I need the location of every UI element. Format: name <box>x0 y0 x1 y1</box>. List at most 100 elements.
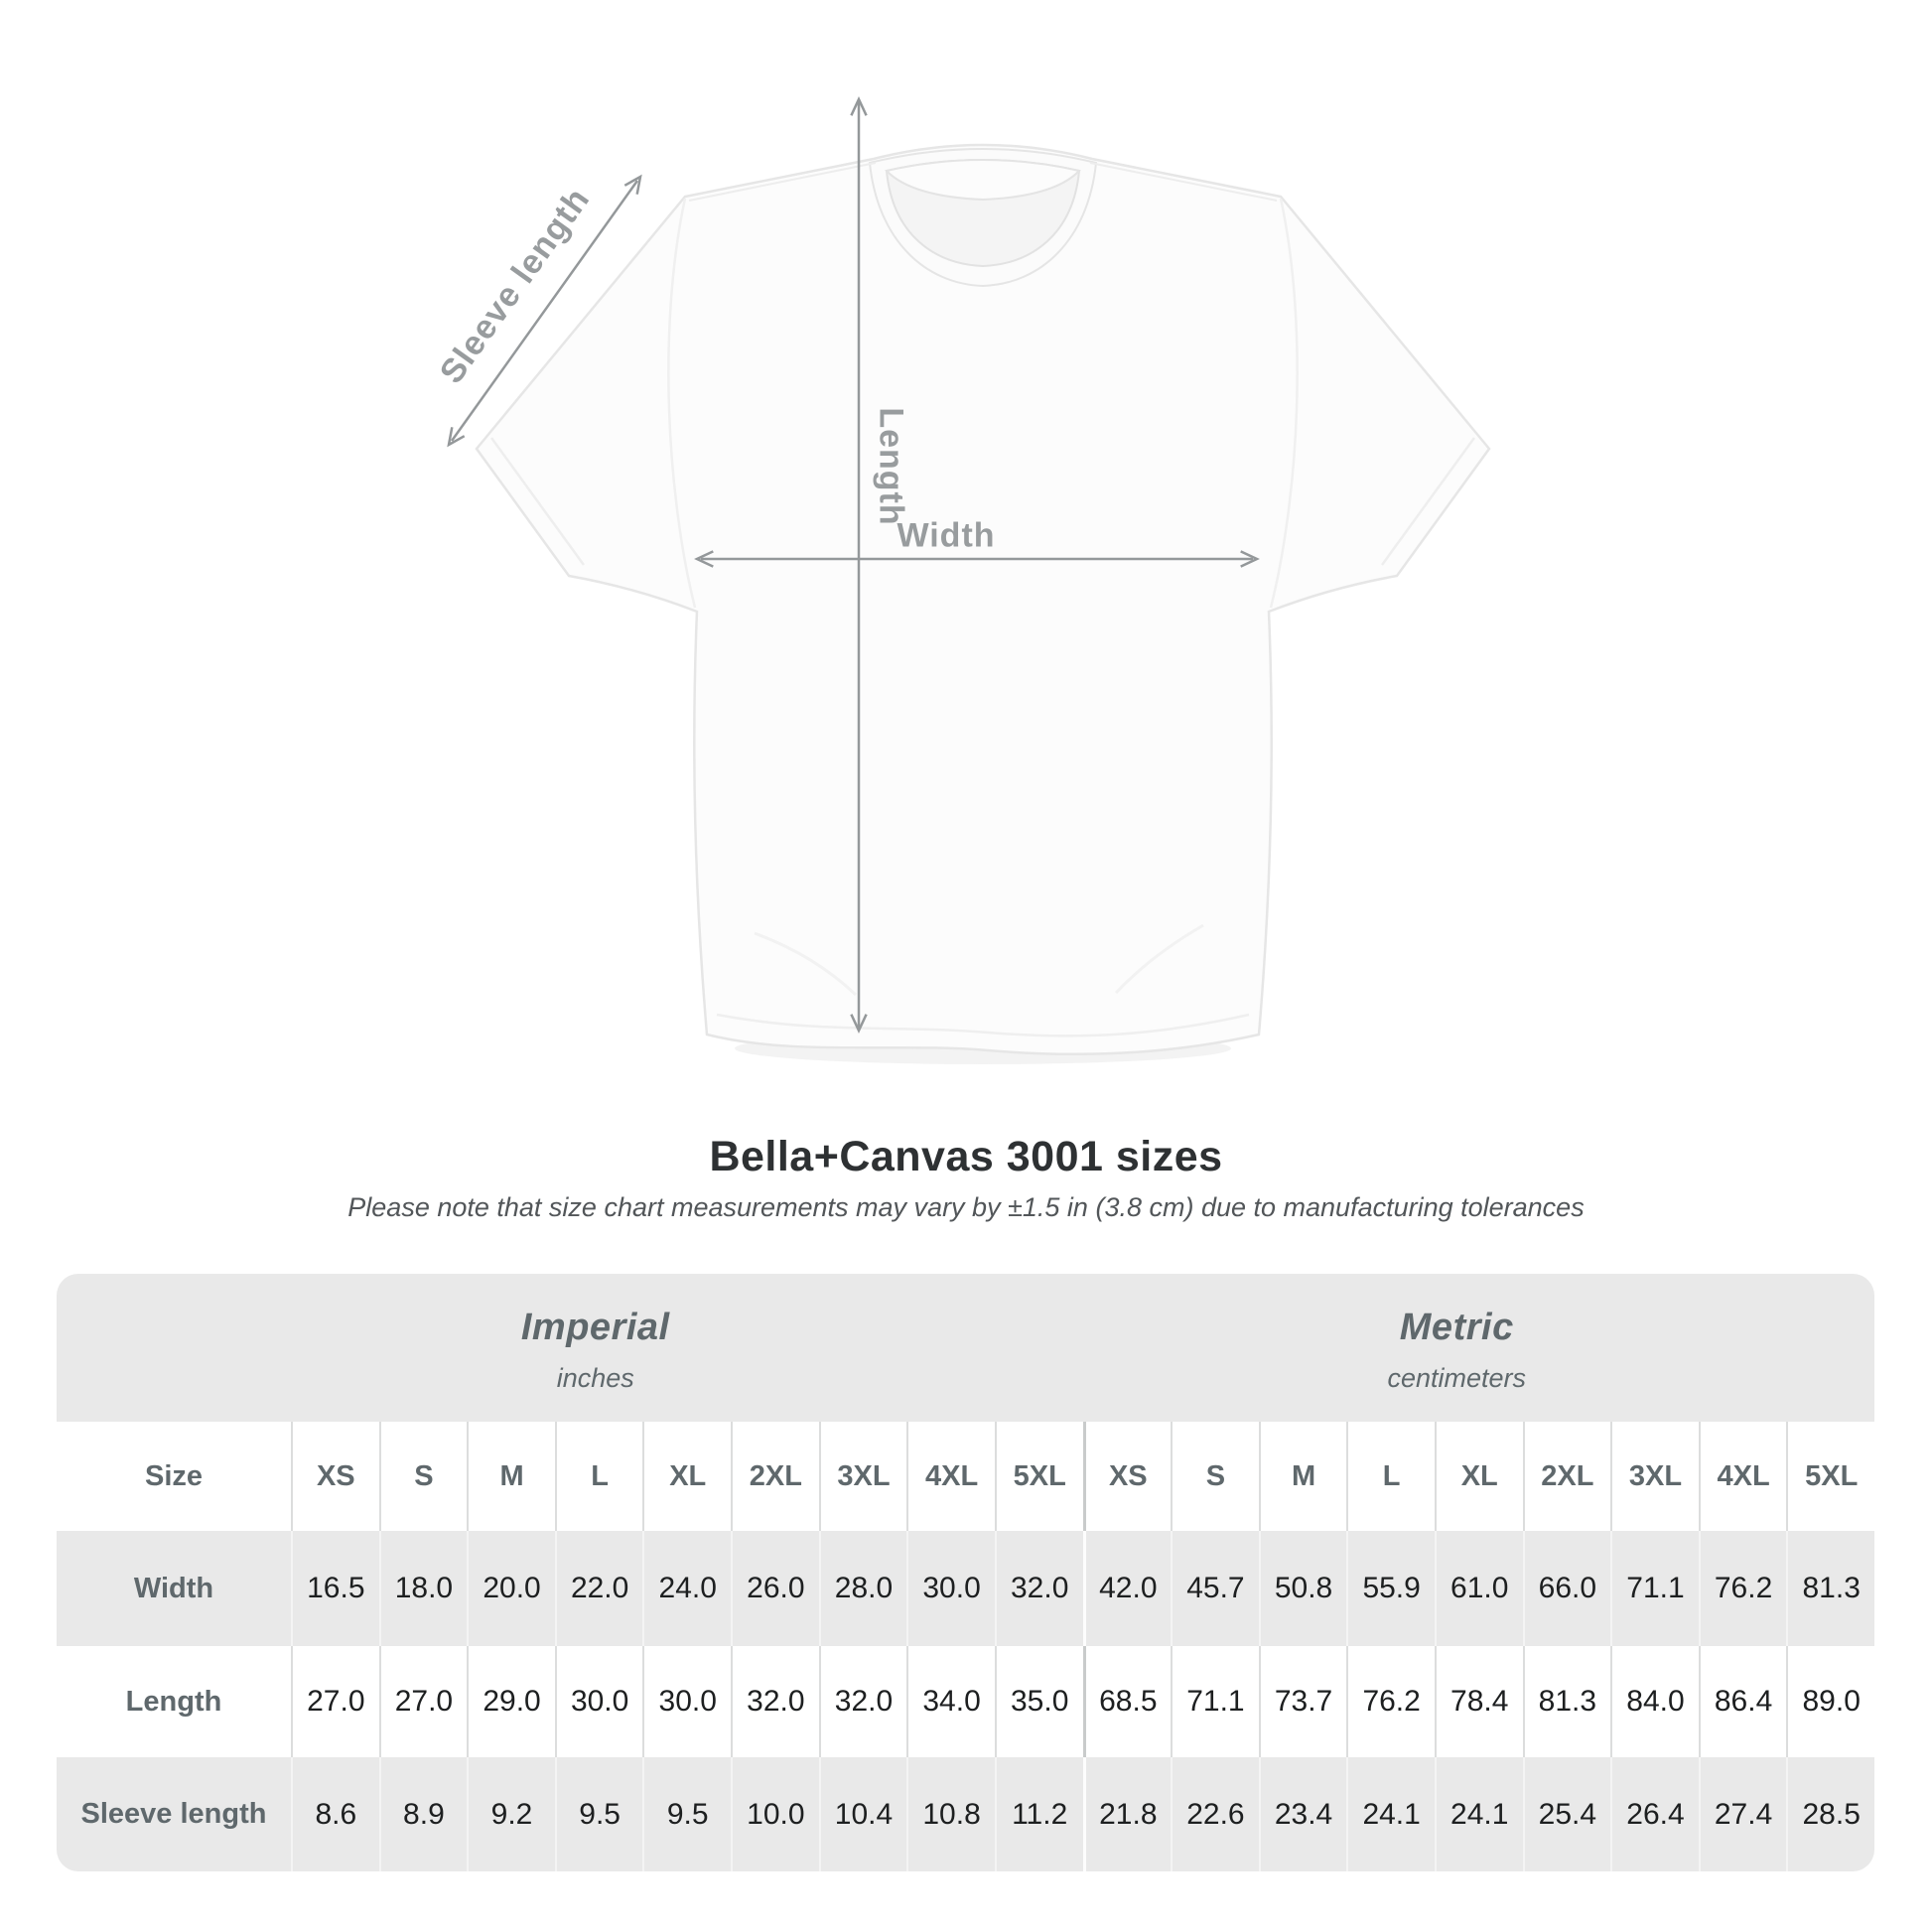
size-row-header: Size <box>144 1459 204 1492</box>
size-col-header: S <box>378 1422 468 1531</box>
size-value-cell: 45.7 <box>1171 1531 1259 1646</box>
size-value-cell: 55.9 <box>1346 1531 1435 1646</box>
size-value-cell: 10.8 <box>906 1757 995 1871</box>
size-value-cell: 66.0 <box>1522 1531 1611 1646</box>
size-value-cell: 28.5 <box>1786 1757 1874 1871</box>
right-cuff-fold <box>1380 437 1476 566</box>
size-col-header: M <box>467 1422 555 1531</box>
size-col-header: L <box>1346 1422 1435 1531</box>
sleeve-length-row: Sleeve length 8.6 8.9 9.2 9.5 9.5 10.0 1… <box>57 1757 1874 1871</box>
size-value-cell: 86.4 <box>1698 1646 1787 1757</box>
size-value-cell: 24.1 <box>1346 1757 1435 1871</box>
size-value-cell: 81.3 <box>1522 1646 1611 1757</box>
left-armhole-seam <box>667 198 697 609</box>
size-col-header: 4XL <box>906 1422 995 1531</box>
width-row: Width 16.5 18.0 20.0 22.0 24.0 26.0 28.0… <box>57 1531 1874 1646</box>
collar-back-band <box>885 159 1081 202</box>
size-value-cell: 81.3 <box>1786 1531 1874 1646</box>
size-value-cell: 71.1 <box>1171 1646 1259 1757</box>
size-value-cell: 9.5 <box>642 1757 731 1871</box>
size-value-cell: 73.7 <box>1258 1646 1347 1757</box>
size-value-cell: 30.0 <box>642 1646 731 1757</box>
size-value-cell: 32.0 <box>994 1531 1083 1646</box>
size-value-cell: 42.0 <box>1082 1531 1172 1646</box>
size-value-cell: 8.9 <box>378 1757 468 1871</box>
width-arrow <box>694 550 1260 568</box>
size-value-cell: 24.0 <box>642 1531 731 1646</box>
sleeve-length-arrow <box>447 174 642 448</box>
size-col-header: XS <box>1082 1422 1172 1531</box>
tolerance-note: Please note that size chart measurements… <box>347 1192 1585 1222</box>
size-col-header: 5XL <box>1786 1422 1874 1531</box>
size-col-header: 2XL <box>731 1422 819 1531</box>
size-value-cell: 61.0 <box>1434 1531 1523 1646</box>
size-col-header: M <box>1258 1422 1347 1531</box>
size-value-cell: 30.0 <box>906 1531 995 1646</box>
size-value-cell: 27.0 <box>291 1646 379 1757</box>
size-value-cell: 24.1 <box>1434 1757 1523 1871</box>
right-shoulder-seam <box>1089 162 1278 202</box>
size-value-cell: 21.8 <box>1082 1757 1172 1871</box>
imperial-group-title: Imperial <box>520 1306 670 1348</box>
metric-group-unit: centimeters <box>1387 1362 1527 1393</box>
wrinkle-right <box>1114 923 1204 995</box>
size-value-cell: 78.4 <box>1434 1646 1523 1757</box>
metric-group-title: Metric <box>1399 1306 1514 1348</box>
size-col-header: XL <box>1434 1422 1523 1531</box>
size-value-cell: 71.1 <box>1610 1531 1699 1646</box>
left-cuff-fold <box>489 437 586 566</box>
size-value-cell: 84.0 <box>1610 1646 1699 1757</box>
size-col-header: 3XL <box>818 1422 907 1531</box>
sleeve-length-row-label: Sleeve length <box>80 1798 267 1830</box>
length-row-label: Length <box>125 1685 222 1718</box>
hem-stitch-line <box>716 1013 1250 1037</box>
size-header-row: Size XS S M L XL 2XL 3XL 4XL 5XL XS S M … <box>57 1422 1874 1531</box>
size-value-cell: 68.5 <box>1082 1646 1172 1757</box>
width-annotation: Width <box>897 516 996 555</box>
size-value-cell: 22.6 <box>1171 1757 1259 1871</box>
size-value-cell: 16.5 <box>291 1531 379 1646</box>
size-col-header: XL <box>642 1422 731 1531</box>
size-value-cell: 27.4 <box>1698 1757 1787 1871</box>
size-col-header: L <box>554 1422 643 1531</box>
length-annotation: Length <box>872 407 910 526</box>
size-value-cell: 9.2 <box>467 1757 555 1871</box>
size-value-cell: 50.8 <box>1258 1531 1347 1646</box>
size-col-header: 5XL <box>994 1422 1083 1531</box>
tshirt-diagram <box>447 96 1491 1064</box>
imperial-header-group: Imperial inches <box>291 1274 1083 1422</box>
size-value-cell: 9.5 <box>554 1757 643 1871</box>
size-value-cell: 22.0 <box>554 1531 643 1646</box>
size-chart-table: Imperial inches Metric centimeters Size … <box>57 1274 1874 1871</box>
wrinkle-left <box>754 931 858 997</box>
tshirt-body <box>475 143 1491 1056</box>
size-value-cell: 28.0 <box>818 1531 907 1646</box>
length-row: Length 27.0 27.0 29.0 30.0 30.0 32.0 32.… <box>57 1646 1874 1757</box>
size-value-cell: 10.0 <box>731 1757 819 1871</box>
size-value-cell: 8.6 <box>291 1757 379 1871</box>
size-value-cell: 76.2 <box>1346 1646 1435 1757</box>
size-value-cell: 76.2 <box>1698 1531 1787 1646</box>
imperial-group-unit: inches <box>556 1362 634 1393</box>
size-value-cell: 32.0 <box>731 1646 819 1757</box>
size-col-header: XS <box>291 1422 379 1531</box>
size-value-cell: 35.0 <box>994 1646 1083 1757</box>
size-value-cell: 34.0 <box>906 1646 995 1757</box>
size-value-cell: 26.0 <box>731 1531 819 1646</box>
size-value-cell: 27.0 <box>378 1646 468 1757</box>
size-value-cell: 89.0 <box>1786 1646 1874 1757</box>
size-col-header: S <box>1171 1422 1259 1531</box>
size-value-cell: 25.4 <box>1522 1757 1611 1871</box>
size-value-cell: 26.4 <box>1610 1757 1699 1871</box>
width-row-label: Width <box>133 1572 214 1604</box>
table-corner-spacer <box>57 1274 291 1422</box>
size-value-cell: 20.0 <box>467 1531 555 1646</box>
size-value-cell: 18.0 <box>378 1531 468 1646</box>
size-value-cell: 10.4 <box>818 1757 907 1871</box>
left-shoulder-seam <box>688 162 877 202</box>
size-col-header: 3XL <box>1610 1422 1699 1531</box>
size-value-cell: 30.0 <box>554 1646 643 1757</box>
size-col-header: 2XL <box>1522 1422 1611 1531</box>
size-value-cell: 29.0 <box>467 1646 555 1757</box>
